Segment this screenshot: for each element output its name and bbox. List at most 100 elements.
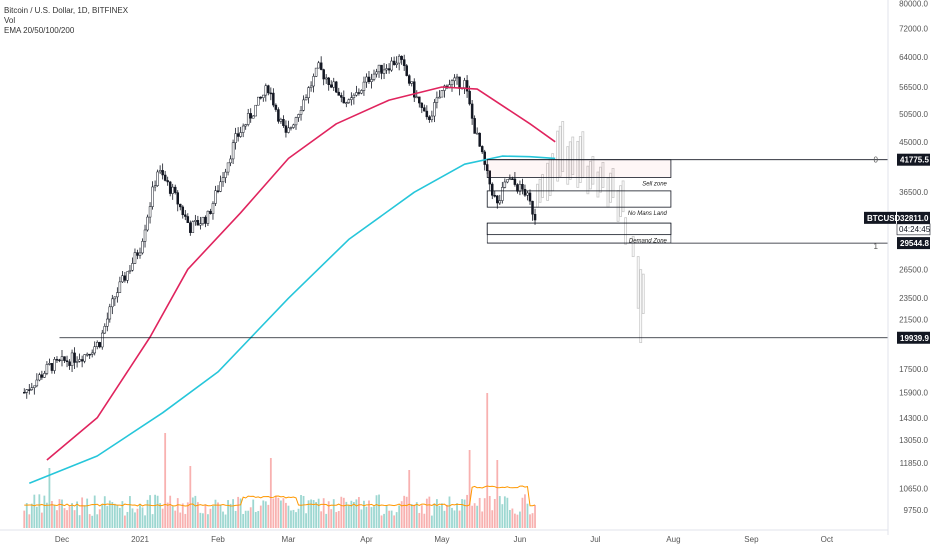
candle-body (360, 90, 363, 94)
y-tick-label: 15900.0 (899, 388, 928, 397)
candle-body (83, 354, 86, 362)
candle-body (55, 359, 59, 361)
volume-bar (433, 503, 436, 528)
volume-bar (315, 501, 318, 528)
candle-body (116, 292, 119, 298)
volume-bar (307, 500, 310, 528)
x-tick-label: Apr (360, 535, 373, 544)
volume-bar (154, 494, 156, 528)
volume-bar (511, 508, 514, 528)
volume-bar (151, 514, 154, 528)
volume-bar (141, 507, 144, 528)
volume-bar (181, 503, 184, 528)
projected-candle (624, 217, 628, 245)
candle-body (284, 125, 288, 133)
candle-body (267, 85, 270, 94)
volume-bar (78, 515, 81, 528)
candle-body (531, 200, 534, 215)
candle-body (380, 64, 383, 74)
candle-body (392, 60, 396, 65)
volume-bar (239, 498, 242, 528)
zone-box (486, 222, 672, 236)
candle-body (410, 81, 413, 84)
price-tag-bg (897, 153, 930, 166)
candle-body (375, 71, 378, 75)
volume-bar (76, 501, 78, 528)
zone-box (486, 190, 672, 208)
candle-body (101, 332, 104, 348)
price-tag-bg (897, 211, 930, 224)
candle-body (173, 186, 177, 193)
volume-bar (393, 515, 396, 528)
projected-candle (641, 273, 645, 314)
volume-bar (113, 503, 116, 528)
volume-bar (441, 503, 443, 528)
price-axis[interactable]: 80000.0 72000.0 64000.0 56500.0 50500.0 45000… (899, 0, 928, 515)
volume-bar (234, 510, 237, 528)
candle-body (156, 171, 159, 186)
candle-body (455, 76, 459, 79)
candle-body (88, 353, 91, 356)
candle-body (491, 183, 494, 196)
candle-body (523, 189, 527, 196)
legend-ema[interactable]: EMA 20/50/100/200 (4, 26, 75, 35)
candle-body (126, 271, 129, 281)
candle-body (272, 92, 275, 106)
candle-body (241, 125, 245, 133)
countdown-bg (896, 223, 931, 236)
volume-bar (149, 495, 151, 528)
candle-body (58, 359, 61, 362)
x-tick-label: Mar (282, 535, 296, 544)
volume-bar (524, 494, 526, 528)
candle-body (33, 385, 36, 388)
volume-bar (222, 511, 224, 528)
volume-bar (259, 505, 262, 528)
candle-body (246, 113, 250, 125)
candle-body (93, 346, 96, 354)
candle-body (106, 318, 109, 327)
projected-candle (616, 190, 620, 222)
projected-candle (556, 130, 560, 182)
volume-bar (514, 513, 516, 528)
candle-body (231, 142, 235, 160)
volume-bar (420, 505, 423, 528)
volume-bar (118, 507, 121, 528)
candle-body (199, 223, 202, 226)
volume-bar (519, 511, 521, 528)
legend-symbol[interactable]: Bitcoin / U.S. Dollar, 1D, BITFINEX (4, 6, 129, 15)
candle-body (262, 94, 265, 98)
volume-bar (207, 514, 209, 528)
candle-body (402, 59, 406, 66)
volume-bar (33, 494, 36, 528)
candle-body (111, 298, 114, 308)
volume-bar (209, 508, 212, 528)
candle-body (113, 296, 117, 300)
legend-volume[interactable]: Vol (4, 16, 16, 25)
volume-bar (30, 503, 33, 528)
volume-bar (212, 505, 214, 528)
candle-body (329, 84, 333, 88)
candle-body (53, 359, 56, 371)
candle-body (191, 221, 195, 233)
volume-bar (496, 460, 499, 528)
volume-bar (139, 503, 141, 528)
candle-body (465, 80, 469, 92)
candle-body (211, 203, 215, 214)
time-axis[interactable]: Dec 2021 Feb Mar Apr May Jun Jul Aug Sep Oct (55, 535, 834, 544)
candle-body (420, 102, 424, 108)
candle-body (128, 269, 132, 272)
volume-bar (410, 504, 413, 528)
candle-body (387, 68, 391, 71)
volume-bar (342, 497, 345, 528)
candle-body (423, 107, 426, 112)
projected-candle (558, 125, 562, 177)
candle-body (123, 275, 127, 281)
volume-bar (51, 501, 53, 528)
volume-bar (224, 514, 227, 528)
volume-bar (174, 510, 177, 528)
volume-bar (285, 502, 287, 528)
volume-bar (58, 499, 61, 528)
candle-body (136, 252, 139, 256)
